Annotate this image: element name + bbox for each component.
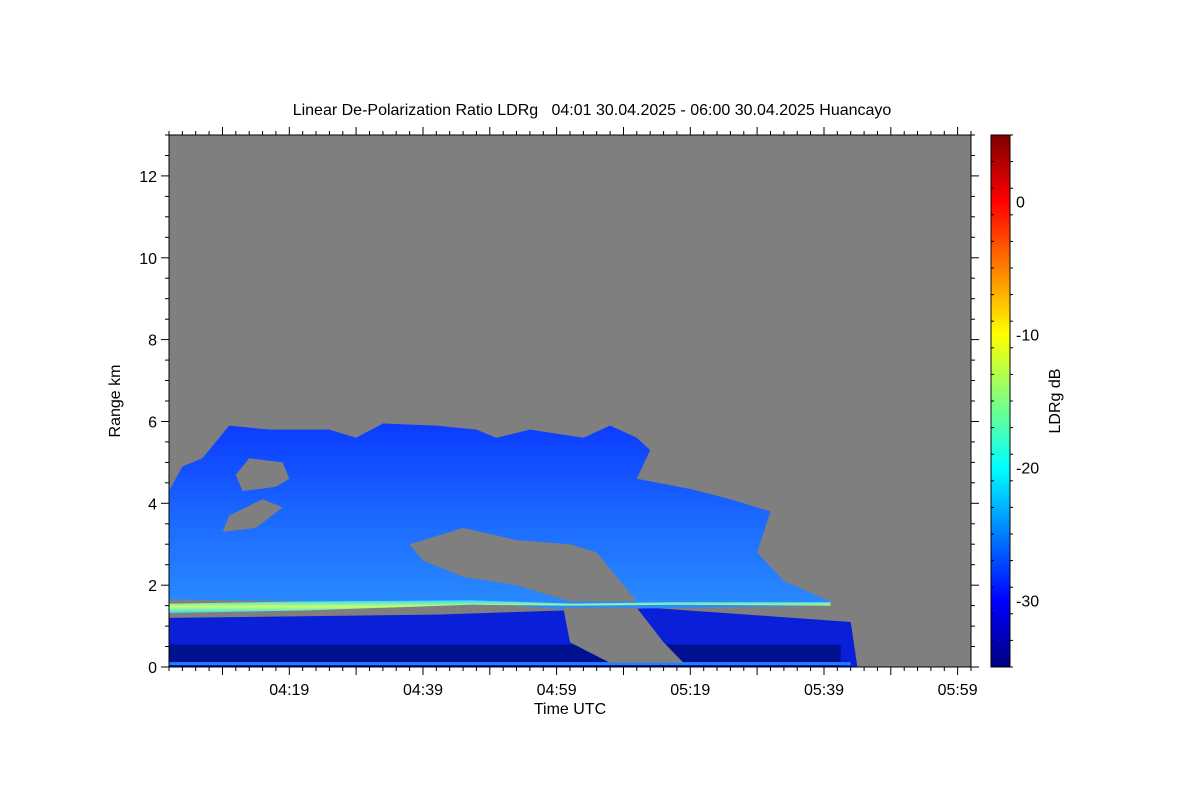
y-tick-label: 4 [148, 496, 157, 513]
plot-area [169, 135, 971, 667]
colorbar: 0 -10 -20 -30 LDRg dB [990, 134, 1064, 668]
y-tick-label: 2 [148, 578, 157, 595]
chart-title: Linear De-Polarization Ratio LDRg 04:01 … [293, 102, 892, 119]
y-tick-label: 12 [139, 169, 157, 186]
y-tick-label: 10 [139, 251, 157, 268]
y-axis-label: Range km [107, 365, 124, 438]
y-tick-label: 0 [148, 660, 157, 677]
y-tick-label: 6 [148, 415, 157, 432]
x-tick-label: 04:59 [537, 682, 577, 699]
y-tick-label: 8 [148, 333, 157, 350]
gap-clear-lower [563, 607, 684, 663]
gap-clear-center [409, 527, 637, 602]
x-tick-label: 04:19 [269, 682, 309, 699]
aerosol-layer-region [169, 600, 831, 613]
y-axis: 0 2 4 6 8 10 12 [139, 134, 979, 677]
colorbar-tick-label: -10 [1016, 328, 1039, 345]
colorbar-label: LDRg dB [1047, 369, 1064, 434]
x-tick-label: 05:59 [938, 682, 978, 699]
ground-return-line [169, 662, 851, 666]
gap-clear-left-1 [235, 458, 290, 491]
x-axis-label: Time UTC [534, 701, 606, 718]
colorbar-tick-label: -20 [1016, 461, 1039, 478]
x-tick-label: 04:39 [403, 682, 443, 699]
x-axis: 04:19 04:39 04:59 05:19 05:39 05:59 [168, 127, 978, 699]
x-tick-label: 05:39 [804, 682, 844, 699]
cloud-layer-region [169, 423, 831, 610]
x-tick-label: 05:19 [670, 682, 710, 699]
gap-clear-left-2 [222, 499, 283, 532]
colorbar-tick-label: 0 [1016, 195, 1025, 212]
colorbar-tick-label: -30 [1016, 594, 1039, 611]
